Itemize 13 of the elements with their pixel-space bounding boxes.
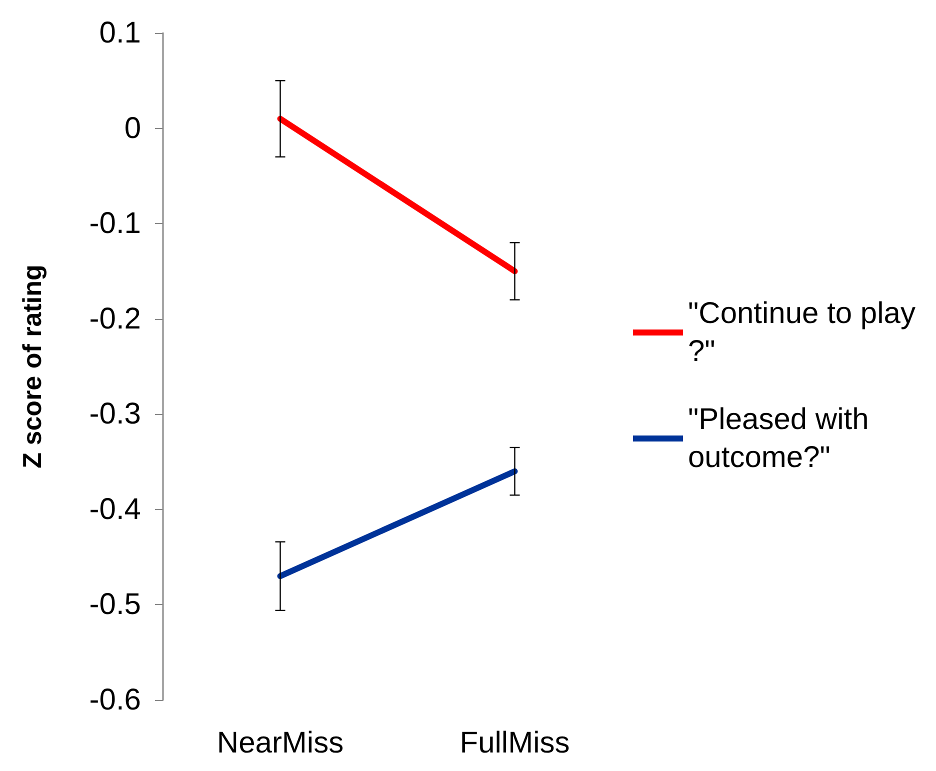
legend-label: "Continue to play?" bbox=[688, 297, 916, 368]
y-axis-title: Z score of rating bbox=[17, 264, 47, 468]
y-tick-label: 0 bbox=[124, 112, 141, 145]
y-tick-label: -0.3 bbox=[89, 398, 141, 431]
x-tick-label: FullMiss bbox=[460, 726, 570, 760]
y-tick-label: -0.2 bbox=[89, 302, 141, 336]
y-tick-label: -0.5 bbox=[89, 588, 141, 622]
y-tick-label: -0.6 bbox=[89, 684, 141, 716]
legend-label: "Pleased with outcome?" bbox=[688, 403, 878, 474]
y-tick-label: 0.1 bbox=[99, 16, 141, 50]
y-tick-label: -0.4 bbox=[89, 492, 141, 526]
x-tick-label: NearMiss bbox=[216, 726, 344, 760]
y-tick-label: -0.1 bbox=[89, 207, 141, 240]
